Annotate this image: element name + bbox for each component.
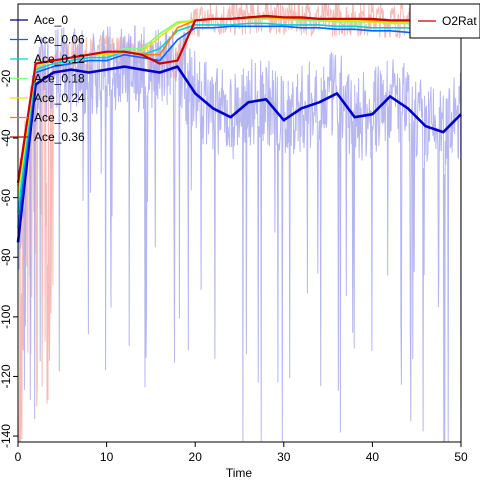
- legend-label-Ace_0.18: Ace_0.18: [34, 72, 85, 86]
- noise-trace-Ace_0: [18, 25, 461, 442]
- x-tick-label: 40: [366, 450, 380, 464]
- y-tick-label: -80: [0, 248, 13, 266]
- legend-label-O2Rat: O2Rat: [442, 14, 477, 28]
- legend-label-Ace_0.3: Ace_0.3: [34, 111, 78, 125]
- y-tick-label: -140: [0, 424, 13, 448]
- legend-label-Ace_0: Ace_0: [34, 13, 68, 27]
- y-tick-label: -60: [0, 189, 13, 207]
- x-tick-label: 0: [15, 450, 22, 464]
- legend-label-Ace_0.36: Ace_0.36: [34, 130, 85, 144]
- legend-main: Ace_0 Ace_0.06 Ace_0.12 Ace_0.18 Ace_0.24 Ace…: [10, 13, 85, 144]
- y-tick-label: -100: [0, 305, 13, 329]
- x-tick-label: 50: [454, 450, 468, 464]
- legend-label-Ace_0.06: Ace_0.06: [34, 33, 85, 47]
- legend-label-Ace_0.12: Ace_0.12: [34, 52, 85, 66]
- y-tick-label: -120: [0, 364, 13, 388]
- x-tick-label: 30: [277, 450, 291, 464]
- noise-layer: [18, 4, 461, 442]
- x-tick-label: 10: [100, 450, 114, 464]
- x-tick-label: 20: [189, 450, 203, 464]
- x-axis-label: Time: [226, 466, 253, 480]
- y-tick-label: -40: [0, 129, 13, 147]
- legend-label-Ace_0.24: Ace_0.24: [34, 91, 85, 105]
- legend-secondary: O2Rat: [410, 4, 480, 38]
